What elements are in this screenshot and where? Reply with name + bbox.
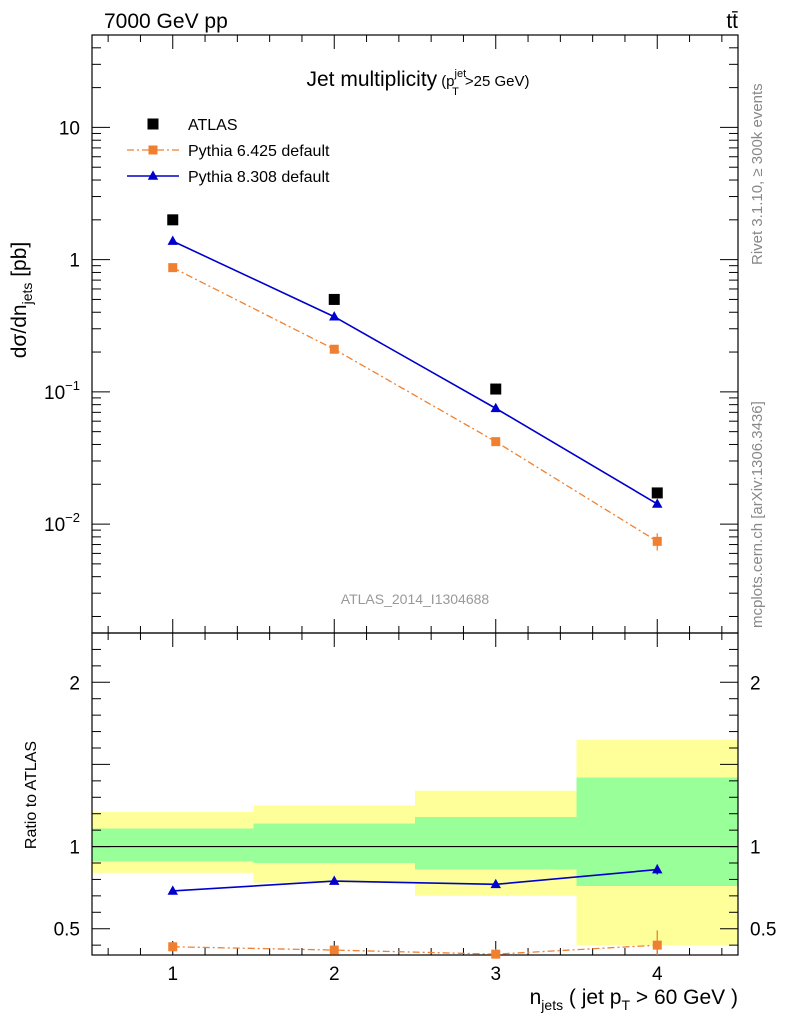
data-point-1	[167, 214, 179, 226]
ratio-point-2	[329, 875, 340, 885]
ratio-point-1	[168, 942, 178, 952]
data-point-3	[490, 383, 502, 395]
legend-marker	[147, 170, 159, 180]
ratio-series-pythia-6-425-default	[168, 930, 662, 959]
ratio-line	[172, 944, 658, 955]
ratio-y-tick-label-left: 0.5	[54, 920, 80, 941]
ratio-panel-frame	[91, 632, 739, 956]
ratio-point-2	[329, 945, 339, 955]
ratio-y-tick-label-right: 0.5	[750, 920, 776, 941]
y-tick-label: 1	[69, 251, 80, 272]
ratio-axis-label: Ratio to ATLAS	[23, 741, 40, 849]
ratio-point-3	[491, 949, 501, 959]
data-point-3	[490, 402, 501, 413]
data-point-4	[652, 536, 662, 546]
x-tick-label-2: 2	[329, 964, 340, 985]
data-point-2	[328, 293, 340, 305]
ratio-point-4	[652, 940, 662, 950]
y-tick-label: 10−1	[44, 378, 80, 404]
ratio-panel: Ratio to ATLAS njets ( jet pT > 60 GeV )…	[23, 632, 776, 1013]
series-line	[172, 267, 658, 542]
ratio-y-tick-label-right: 1	[750, 838, 761, 859]
analysis-watermark: ATLAS_2014_I1304688	[341, 591, 490, 607]
y-tick-label: 10−2	[44, 510, 80, 536]
data-point-1	[168, 263, 178, 273]
data-point-4	[652, 498, 663, 508]
y-axis-label: dσ/dnjets [pb]	[8, 242, 35, 359]
data-point-4	[651, 487, 663, 499]
ratio-point-4	[652, 863, 663, 874]
x-tick-label-4: 4	[652, 964, 663, 985]
legend-label: Pythia 8.308 default	[188, 169, 330, 186]
legend-marker	[147, 118, 159, 130]
x-axis-label: njets ( jet pT > 60 GeV )	[530, 986, 738, 1013]
y-tick-label: 10	[59, 118, 80, 139]
ratio-series-pythia-8-308-default	[167, 863, 663, 895]
legend: ATLAS Pythia 6.425 default Pythia 8.308 de…	[127, 117, 330, 186]
data-point-3	[491, 437, 501, 447]
main-panel: Jet multiplicity (pjet T>25 GeV) dσ/dnjets…	[8, 34, 739, 634]
stat-uncertainty-band-2	[253, 823, 415, 863]
ratio-y-tick-label-left: 1	[69, 838, 80, 859]
x-tick-label-1: 1	[167, 964, 178, 985]
stat-uncertainty-band-1	[92, 828, 254, 862]
stat-uncertainty-band-3	[415, 817, 577, 870]
chart-title: Jet multiplicity (pjet T>25 GeV)	[306, 68, 529, 98]
series-atlas	[167, 214, 663, 499]
legend-label: Pythia 6.425 default	[188, 143, 330, 160]
mcplots-label: mcplots.cern.ch [arXiv:1306.3436]	[749, 401, 766, 628]
x-tick-label-3: 3	[490, 964, 501, 985]
series-line	[172, 240, 658, 505]
legend-marker	[148, 145, 158, 155]
data-point-2	[329, 311, 340, 321]
data-point-1	[167, 235, 178, 245]
header-process: tt̄	[726, 10, 738, 33]
ratio-point-1	[167, 885, 178, 895]
series-pythia-6-425-default	[168, 263, 662, 551]
rivet-label: Rivet 3.1.10, ≥ 300k events	[749, 83, 766, 265]
ratio-line	[172, 868, 658, 892]
ratio-y-tick-label-left: 2	[69, 673, 80, 694]
legend-label: ATLAS	[188, 117, 238, 134]
ratio-bands	[92, 739, 738, 946]
series-pythia-8-308-default	[167, 235, 663, 508]
ratio-y-tick-label-right: 2	[750, 673, 761, 694]
data-point-2	[329, 344, 339, 354]
header-energy: 7000 GeV pp	[104, 10, 228, 33]
ratio-point-3	[490, 878, 501, 889]
